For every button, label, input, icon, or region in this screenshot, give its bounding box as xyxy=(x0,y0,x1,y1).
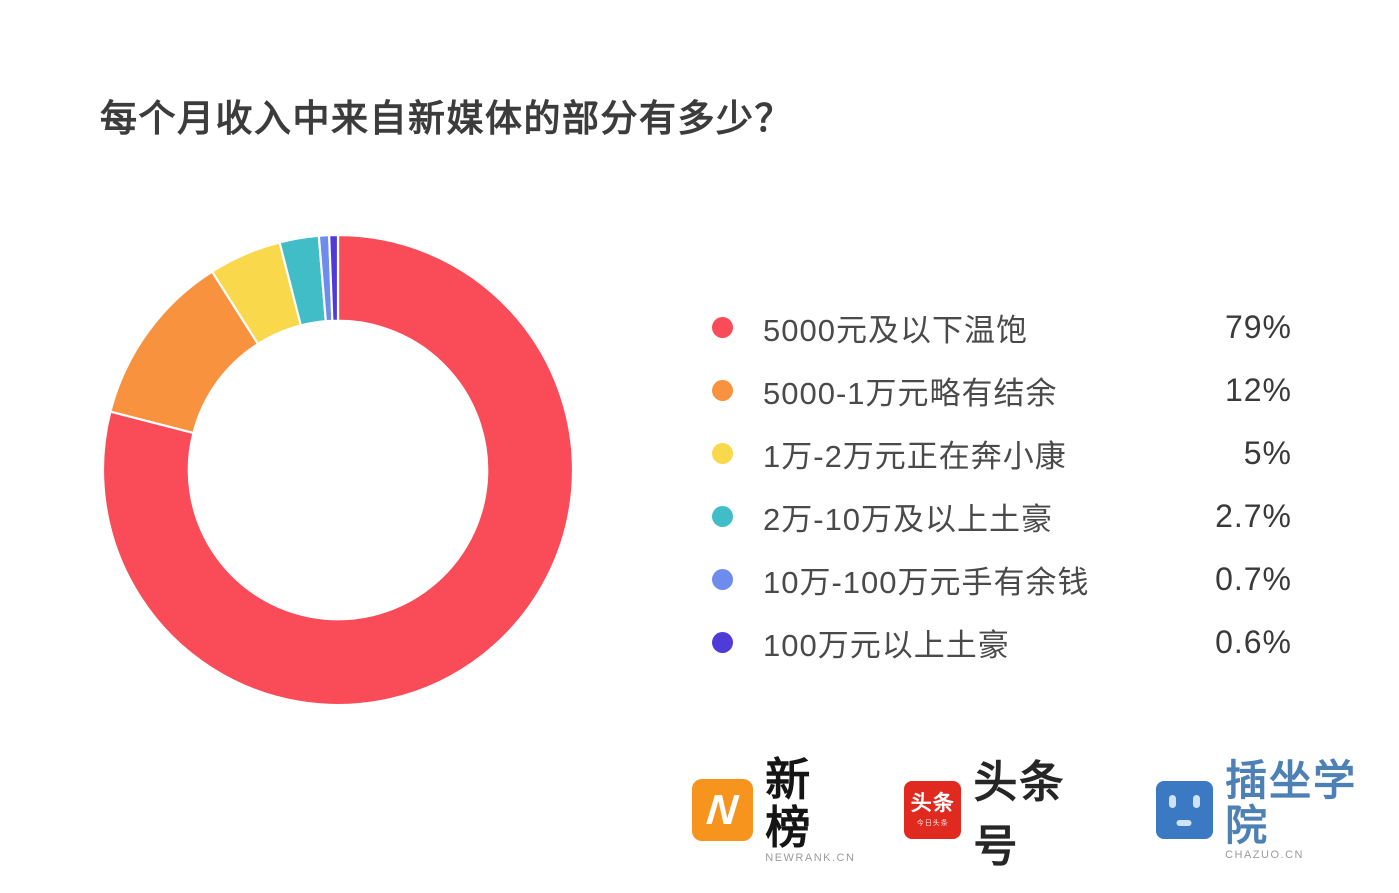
legend-dot-icon xyxy=(712,632,733,653)
donut-chart xyxy=(88,220,588,720)
legend-value: 0.7% xyxy=(1215,561,1292,597)
legend-dot-icon xyxy=(712,569,733,590)
chazuo-face-mouth-icon xyxy=(1176,820,1192,826)
newrank-logo-icon: N xyxy=(692,779,754,841)
legend-value: 0.6% xyxy=(1215,624,1292,660)
legend-item: 5000-1万元略有结余 12% xyxy=(700,359,1292,422)
legend-item: 100万元以上土豪 0.6% xyxy=(700,611,1292,674)
newrank-logo: N 新榜 NEWRANK.CN xyxy=(692,756,858,864)
chazuo-subtext: CHAZUO.CN xyxy=(1225,848,1304,861)
chazuo-logo: 插坐学院 CHAZUO.CN xyxy=(1155,757,1399,861)
toutiao-logo-icon: 头条 今日头条 xyxy=(904,781,962,839)
legend-label: 2万-10万及以上土豪 xyxy=(763,502,1054,537)
legend-item: 2万-10万及以上土豪 2.7% xyxy=(700,485,1292,548)
chazuo-name: 插坐学院 xyxy=(1225,757,1358,849)
legend-value: 12% xyxy=(1224,372,1292,408)
legend-dot-icon xyxy=(712,443,733,464)
pie-slice xyxy=(101,233,575,707)
legend-dot-icon xyxy=(712,380,733,401)
pie-slice xyxy=(328,233,340,323)
legend-value: 79% xyxy=(1224,309,1292,345)
toutiao-icon-subchars: 今日头条 xyxy=(916,820,949,828)
legend-value: 2.7% xyxy=(1215,498,1292,534)
chazuo-face-eye-icon xyxy=(1168,795,1176,808)
legend-label: 100万元以上土豪 xyxy=(763,628,1010,663)
chart-legend: 5000元及以下温饱 79% 5000-1万元略有结余 12% 1万-2万元正在奔小康 5… xyxy=(700,296,1292,674)
newrank-subtext: NEWRANK.CN xyxy=(765,851,856,864)
donut-chart-svg xyxy=(101,233,575,707)
legend-label: 5000元及以下温饱 xyxy=(763,313,1028,348)
legend-dot-icon xyxy=(712,506,733,527)
legend-dot-icon xyxy=(712,317,733,338)
legend-item: 10万-100万元手有余钱 0.7% xyxy=(700,548,1292,611)
legend-item: 1万-2万元正在奔小康 5% xyxy=(700,422,1292,485)
toutiao-logo: 头条 今日头条 头条号 xyxy=(904,746,1110,874)
newrank-n-glyph: N xyxy=(705,786,741,833)
toutiao-name: 头条号 xyxy=(973,758,1066,871)
chazuo-logo-icon xyxy=(1155,781,1214,839)
page-title: 每个月收入中来自新媒体的部分有多少？ xyxy=(100,98,793,139)
legend-label: 1万-2万元正在奔小康 xyxy=(763,439,1067,474)
chazuo-face-eye-icon xyxy=(1193,795,1201,808)
legend-value: 5% xyxy=(1243,435,1292,471)
legend-item: 5000元及以下温饱 79% xyxy=(700,296,1292,359)
newrank-name: 新榜 xyxy=(765,754,813,853)
footer-logos: N 新榜 NEWRANK.CN 头条 今日头条 头条号 插坐学院 CHAZUO.… xyxy=(692,756,1399,871)
legend-label: 10万-100万元手有余钱 xyxy=(763,565,1090,600)
toutiao-icon-chars: 头条 xyxy=(910,791,955,815)
legend-label: 5000-1万元略有结余 xyxy=(763,376,1058,411)
